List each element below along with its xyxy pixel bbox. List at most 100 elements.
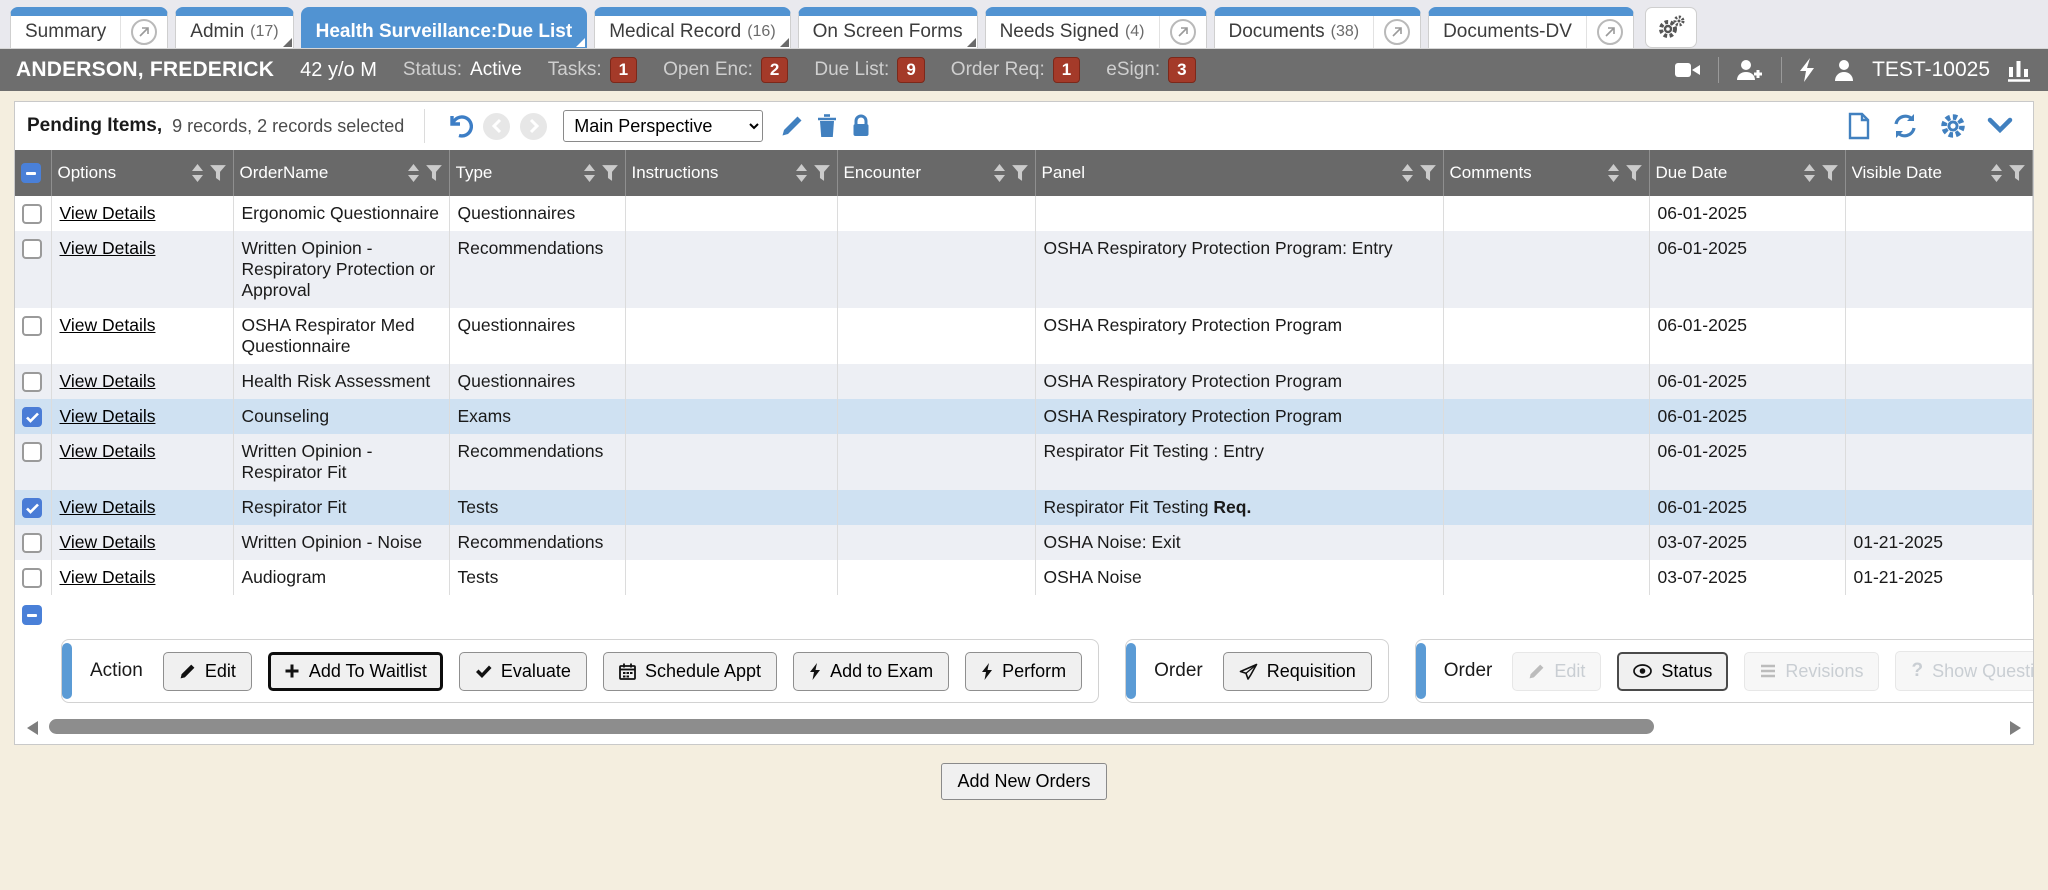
filter-funnel-icon[interactable] — [1821, 164, 1839, 182]
cell-comments — [1443, 231, 1650, 308]
col-header-instructions[interactable]: Instructions — [625, 150, 838, 196]
table-row: View Details Audiogram Tests OSHA Noise 03-0… — [15, 560, 2033, 595]
cell-comments — [1443, 308, 1650, 364]
view-details-link[interactable]: View Details — [59, 406, 156, 426]
undo-icon[interactable] — [445, 112, 474, 140]
cell-due_date: 06-01-2025 — [1649, 196, 1846, 231]
sort-icon[interactable] — [992, 163, 1007, 183]
collapse-chevron-icon[interactable] — [1987, 117, 2013, 135]
sort-icon[interactable] — [1400, 163, 1415, 183]
sort-icon[interactable] — [1989, 163, 2004, 183]
filter-funnel-icon[interactable] — [1011, 164, 1029, 182]
cell-options: View Details — [51, 399, 234, 434]
scrollbar-thumb[interactable] — [49, 719, 1654, 734]
filter-funnel-icon[interactable] — [1625, 164, 1643, 182]
edit-perspective-icon[interactable] — [779, 113, 805, 139]
chart-icon[interactable] — [2006, 57, 2032, 83]
delete-perspective-icon[interactable] — [815, 113, 839, 139]
sort-icon[interactable] — [1606, 163, 1621, 183]
tab-settings-button[interactable] — [1644, 7, 1697, 48]
scroll-right-icon[interactable] — [2010, 721, 2021, 735]
new-document-icon[interactable] — [1847, 112, 1871, 140]
perform-button[interactable]: Perform — [965, 651, 1083, 691]
sort-icon[interactable] — [190, 163, 205, 183]
view-details-link[interactable]: View Details — [59, 532, 156, 552]
tab-admin[interactable]: Admin (17) — [175, 7, 294, 48]
schedule-appt-button[interactable]: Schedule Appt — [602, 651, 778, 691]
row-checkbox[interactable] — [22, 407, 42, 427]
row-checkbox[interactable] — [22, 372, 42, 392]
row-checkbox[interactable] — [22, 239, 42, 259]
settings-gear-icon[interactable] — [1939, 112, 1967, 140]
filter-funnel-icon[interactable] — [601, 164, 619, 182]
col-header-comments[interactable]: Comments — [1443, 150, 1650, 196]
popout-icon[interactable] — [120, 16, 167, 48]
col-header-type[interactable]: Type — [449, 150, 626, 196]
row-checkbox[interactable] — [22, 204, 42, 224]
row-checkbox[interactable] — [22, 316, 42, 336]
view-details-link[interactable]: View Details — [59, 441, 156, 461]
prev-icon[interactable] — [483, 112, 511, 140]
popout-icon[interactable] — [1373, 16, 1420, 48]
edit-button[interactable]: Edit — [162, 651, 252, 691]
scroll-left-icon[interactable] — [27, 721, 38, 735]
cell-comments — [1443, 434, 1650, 490]
view-details-link[interactable]: View Details — [59, 371, 156, 391]
add-to-exam-button[interactable]: Add to Exam — [793, 651, 950, 691]
view-details-link[interactable]: View Details — [59, 238, 156, 258]
view-details-link[interactable]: View Details — [59, 315, 156, 335]
col-header-options[interactable]: Options — [51, 150, 234, 196]
popout-icon[interactable] — [1585, 16, 1633, 48]
col-header-order_name[interactable]: OrderName — [233, 150, 450, 196]
perspective-select[interactable]: Main Perspective — [563, 110, 764, 142]
tab-summary[interactable]: Summary — [10, 7, 169, 48]
row-checkbox[interactable] — [22, 568, 42, 588]
lock-icon[interactable] — [849, 113, 873, 139]
tab-documents-dv[interactable]: Documents-DV — [1428, 7, 1634, 48]
filter-funnel-icon[interactable] — [2008, 164, 2026, 182]
refresh-icon[interactable] — [1891, 112, 1919, 140]
sort-icon[interactable] — [794, 163, 809, 183]
counter-due-list: Due List: 9 — [814, 57, 925, 83]
sort-icon[interactable] — [406, 163, 421, 183]
deselect-all-icon[interactable] — [22, 605, 42, 625]
col-header-encounter[interactable]: Encounter — [837, 150, 1036, 196]
filter-funnel-icon[interactable] — [1419, 164, 1437, 182]
row-checkbox[interactable] — [22, 442, 42, 462]
column-label: Type — [455, 163, 493, 182]
row-checkbox[interactable] — [22, 533, 42, 553]
view-details-link[interactable]: View Details — [59, 497, 156, 517]
show-question-button: ? Show Question — [1895, 651, 2033, 691]
tab-on-screen-forms[interactable]: On Screen Forms — [797, 7, 978, 48]
bolt-icon[interactable] — [1798, 57, 1816, 83]
tab-medical-record[interactable]: Medical Record (16) — [594, 7, 791, 48]
column-label: Instructions — [631, 163, 719, 182]
next-icon[interactable] — [520, 112, 548, 140]
tab-documents[interactable]: Documents (38) — [1213, 7, 1422, 48]
col-header-visible_date[interactable]: Visible Date — [1845, 150, 2033, 196]
filter-funnel-icon[interactable] — [209, 164, 227, 182]
status-button[interactable]: Status — [1617, 651, 1729, 691]
select-all-checkbox[interactable] — [21, 163, 41, 183]
video-camera-icon[interactable] — [1674, 59, 1702, 81]
popout-icon[interactable] — [1158, 16, 1206, 48]
filter-funnel-icon[interactable] — [813, 164, 831, 182]
row-checkbox[interactable] — [22, 498, 42, 518]
edit-order-button: Edit — [1512, 651, 1602, 691]
sort-icon[interactable] — [1802, 163, 1817, 183]
tab-needs-signed[interactable]: Needs Signed (4) — [984, 7, 1207, 48]
evaluate-button[interactable]: Evaluate — [458, 651, 587, 691]
col-header-panel[interactable]: Panel — [1035, 150, 1444, 196]
view-details-link[interactable]: View Details — [59, 203, 156, 223]
requisition-button[interactable]: Requisition — [1222, 651, 1372, 691]
cell-order_name: Health Risk Assessment — [233, 364, 450, 399]
view-details-link[interactable]: View Details — [59, 567, 156, 587]
sort-icon[interactable] — [582, 163, 597, 183]
add-new-orders-button[interactable]: Add New Orders — [941, 763, 1107, 800]
user-icon[interactable] — [1832, 58, 1856, 82]
filter-funnel-icon[interactable] — [425, 164, 443, 182]
add-user-icon[interactable] — [1735, 58, 1765, 82]
tab-health-surveillance-due-list[interactable]: Health Surveillance:Due List — [300, 7, 588, 48]
add-to-waitlist-button[interactable]: Add To Waitlist — [267, 651, 443, 691]
col-header-due_date[interactable]: Due Date — [1649, 150, 1846, 196]
